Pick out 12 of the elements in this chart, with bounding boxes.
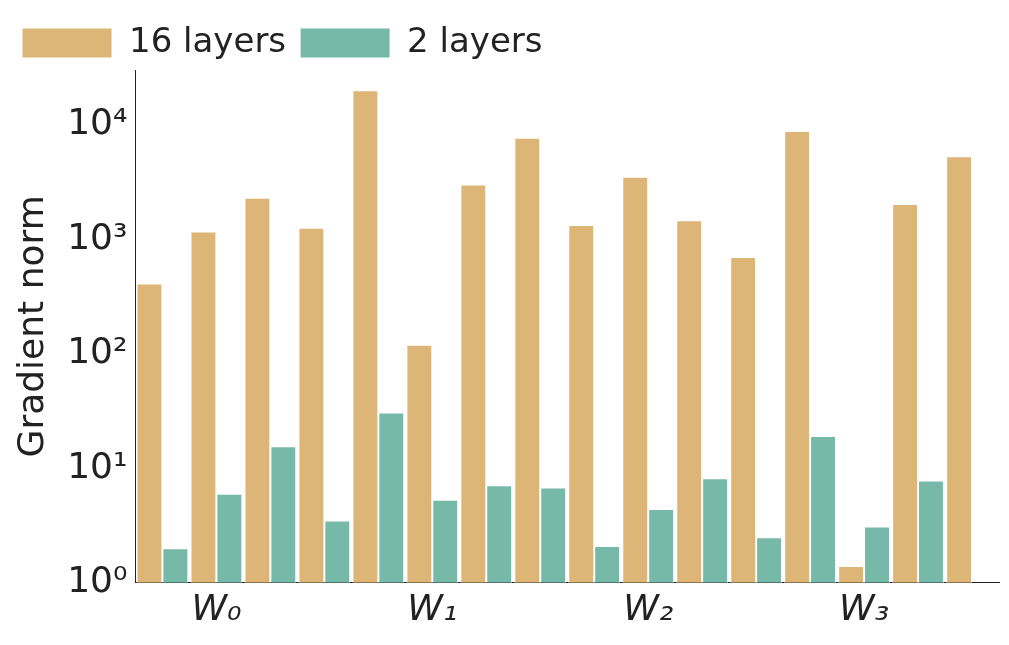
x-tick-label: W₂ [623, 586, 674, 628]
x-tick-label: W₁ [407, 586, 458, 628]
y-tick-label: 10⁰ [67, 559, 128, 601]
legend-label: 16 layers [129, 19, 287, 60]
y-tick-label: 10² [67, 330, 128, 372]
x-tick-label: W₃ [839, 586, 890, 628]
legend-label: 2 layers [407, 19, 543, 60]
y-tick-label: 10³ [67, 215, 128, 257]
y-tick-label: 10¹ [67, 444, 128, 486]
x-tick-label: W₀ [191, 586, 242, 628]
y-tick-label: 10⁴ [67, 101, 128, 143]
y-axis-title: Gradient norm [9, 195, 51, 458]
